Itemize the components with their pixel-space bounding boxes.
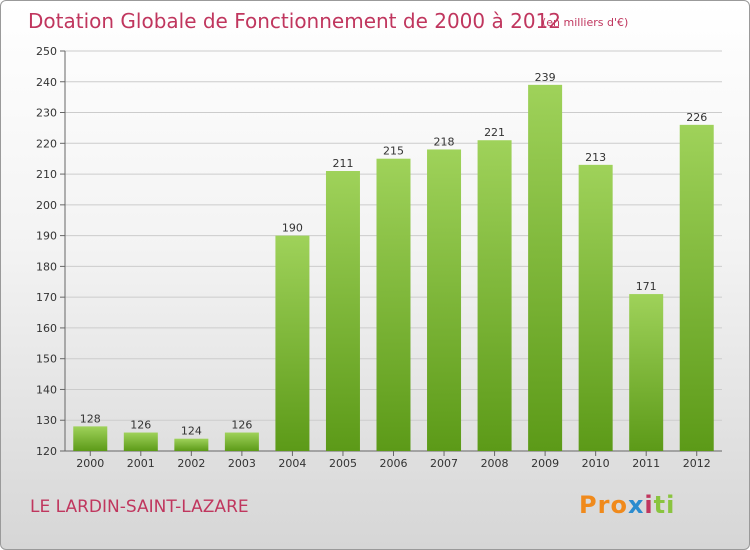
- value-label-2000: 128: [80, 412, 101, 425]
- y-tick-label: 230: [36, 107, 57, 120]
- y-tick-label: 180: [36, 260, 57, 273]
- bar-2008: [477, 140, 512, 451]
- x-tick-label-2006: 2006: [380, 457, 408, 470]
- x-tick-label-2004: 2004: [278, 457, 306, 470]
- bar-2011: [629, 294, 664, 451]
- value-label-2005: 211: [332, 157, 353, 170]
- y-tick-label: 200: [36, 199, 57, 212]
- logo-letter: i: [666, 491, 676, 519]
- logo-letter: o: [610, 491, 628, 519]
- logo-letter: i: [644, 491, 654, 519]
- bar-2000: [73, 426, 108, 451]
- bar-2003: [224, 432, 259, 451]
- bar-2010: [578, 164, 613, 451]
- value-label-2010: 213: [585, 151, 606, 164]
- y-tick-label: 210: [36, 168, 57, 181]
- y-tick-label: 220: [36, 137, 57, 150]
- value-label-2002: 124: [181, 425, 202, 438]
- labels: 128 2000 126 2001 124 2002 126 2003 190 2004 211 20…: [76, 71, 710, 470]
- y-tick-label: 170: [36, 291, 57, 304]
- x-tick-label-2000: 2000: [76, 457, 104, 470]
- proxiti-logo[interactable]: Proxiti: [579, 491, 675, 519]
- value-label-2008: 221: [484, 126, 505, 139]
- x-tick-label-2008: 2008: [481, 457, 509, 470]
- bar-2007: [427, 149, 462, 451]
- bar-2012: [679, 124, 714, 451]
- bar-2001: [123, 432, 158, 451]
- bars: [73, 84, 714, 451]
- y-tick-label: 240: [36, 76, 57, 89]
- bar-2004: [275, 235, 310, 451]
- chart-unit: (en milliers d'€): [542, 16, 629, 29]
- y-tick-label: 190: [36, 230, 57, 243]
- y-tick-label: 120: [36, 445, 57, 458]
- y-tick-label: 150: [36, 353, 57, 366]
- value-label-2007: 218: [434, 135, 455, 148]
- y-tick-label: 130: [36, 414, 57, 427]
- x-tick-label-2005: 2005: [329, 457, 357, 470]
- value-label-2012: 226: [686, 111, 707, 124]
- y-tick-label: 160: [36, 322, 57, 335]
- logo-letter: t: [653, 491, 667, 519]
- value-label-2003: 126: [231, 419, 252, 432]
- y-tick-label: 250: [36, 45, 57, 58]
- commune-name: LE LARDIN-SAINT-LAZARE: [30, 497, 249, 517]
- x-tick-label-2003: 2003: [228, 457, 256, 470]
- bar-2005: [325, 171, 360, 451]
- bar-2002: [174, 438, 209, 451]
- x-tick-label-2012: 2012: [683, 457, 711, 470]
- x-tick-label-2002: 2002: [177, 457, 205, 470]
- logo-letter: r: [597, 491, 611, 519]
- value-label-2009: 239: [535, 71, 556, 84]
- logo-letter: x: [627, 491, 645, 519]
- value-label-2006: 215: [383, 145, 404, 158]
- value-label-2001: 126: [130, 419, 151, 432]
- bar-2009: [528, 84, 563, 451]
- bar-2006: [376, 158, 411, 451]
- x-tick-label-2009: 2009: [531, 457, 559, 470]
- x-tick-label-2001: 2001: [127, 457, 155, 470]
- x-tick-label-2010: 2010: [582, 457, 610, 470]
- x-tick-label-2007: 2007: [430, 457, 458, 470]
- value-label-2004: 190: [282, 222, 303, 235]
- x-tick-label-2011: 2011: [632, 457, 660, 470]
- value-label-2011: 171: [636, 280, 657, 293]
- y-tick-label: 140: [36, 383, 57, 396]
- logo-letter: P: [579, 491, 598, 519]
- chart-title: Dotation Globale de Fonctionnement de 20…: [28, 9, 561, 33]
